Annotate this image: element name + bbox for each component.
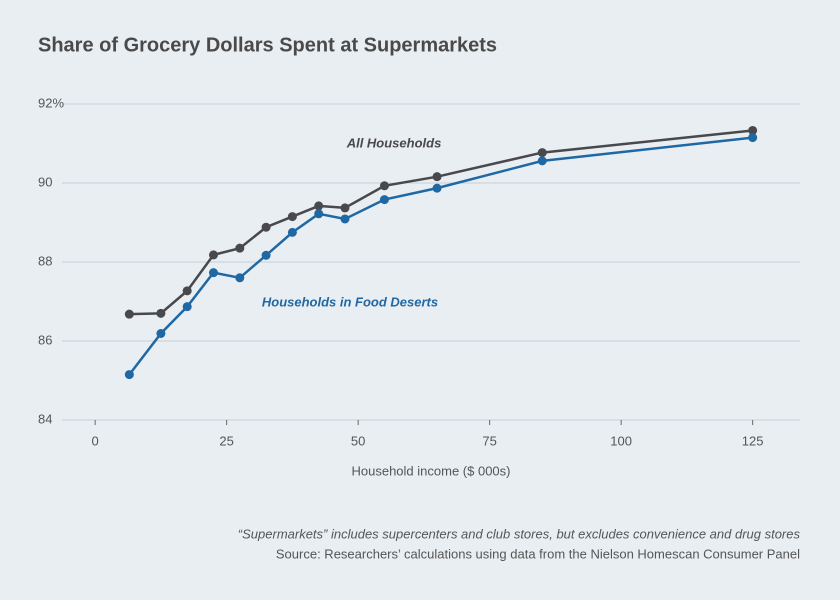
point bbox=[314, 209, 324, 219]
x-axis-label: Household income ($ 000s) bbox=[352, 463, 511, 478]
point bbox=[379, 181, 389, 191]
y-tick-label: 86 bbox=[38, 332, 52, 347]
point bbox=[124, 370, 134, 380]
x-tick-label: 75 bbox=[482, 433, 496, 448]
chart-title: Share of Grocery Dollars Spent at Superm… bbox=[38, 34, 497, 56]
source-note: Source: Researchers’ calculations using … bbox=[276, 546, 800, 561]
point bbox=[235, 273, 245, 283]
point bbox=[182, 286, 192, 296]
x-tick-label: 125 bbox=[742, 433, 764, 448]
x-tick-label: 50 bbox=[351, 433, 365, 448]
x-tick-label: 25 bbox=[219, 433, 233, 448]
series-label: Households in Food Deserts bbox=[262, 294, 438, 309]
line bbox=[128, 136, 753, 376]
point bbox=[124, 309, 134, 319]
y-tick-label: 92% bbox=[38, 95, 64, 110]
line bbox=[129, 129, 753, 316]
footnote: “Supermarkets” includes supercenters and… bbox=[238, 526, 801, 541]
point bbox=[156, 328, 166, 338]
point bbox=[156, 308, 166, 318]
x-tick-label: 100 bbox=[610, 433, 632, 448]
point bbox=[340, 214, 350, 224]
point bbox=[340, 203, 350, 213]
point bbox=[261, 250, 271, 260]
point bbox=[208, 268, 218, 278]
point bbox=[287, 227, 297, 237]
point bbox=[208, 250, 218, 260]
point bbox=[748, 125, 758, 135]
x-tick-label: 0 bbox=[92, 433, 99, 448]
y-tick-label: 90 bbox=[38, 174, 52, 189]
point bbox=[748, 133, 758, 143]
point bbox=[314, 201, 324, 211]
point bbox=[261, 222, 271, 232]
series-label: All Households bbox=[346, 135, 442, 150]
point bbox=[287, 212, 297, 222]
point bbox=[432, 183, 442, 193]
point bbox=[537, 148, 547, 158]
point bbox=[537, 156, 547, 166]
y-tick-label: 88 bbox=[38, 253, 52, 268]
point bbox=[432, 172, 442, 182]
point bbox=[379, 195, 389, 205]
point bbox=[182, 302, 192, 312]
y-tick-label: 84 bbox=[38, 411, 52, 426]
point bbox=[235, 243, 245, 253]
